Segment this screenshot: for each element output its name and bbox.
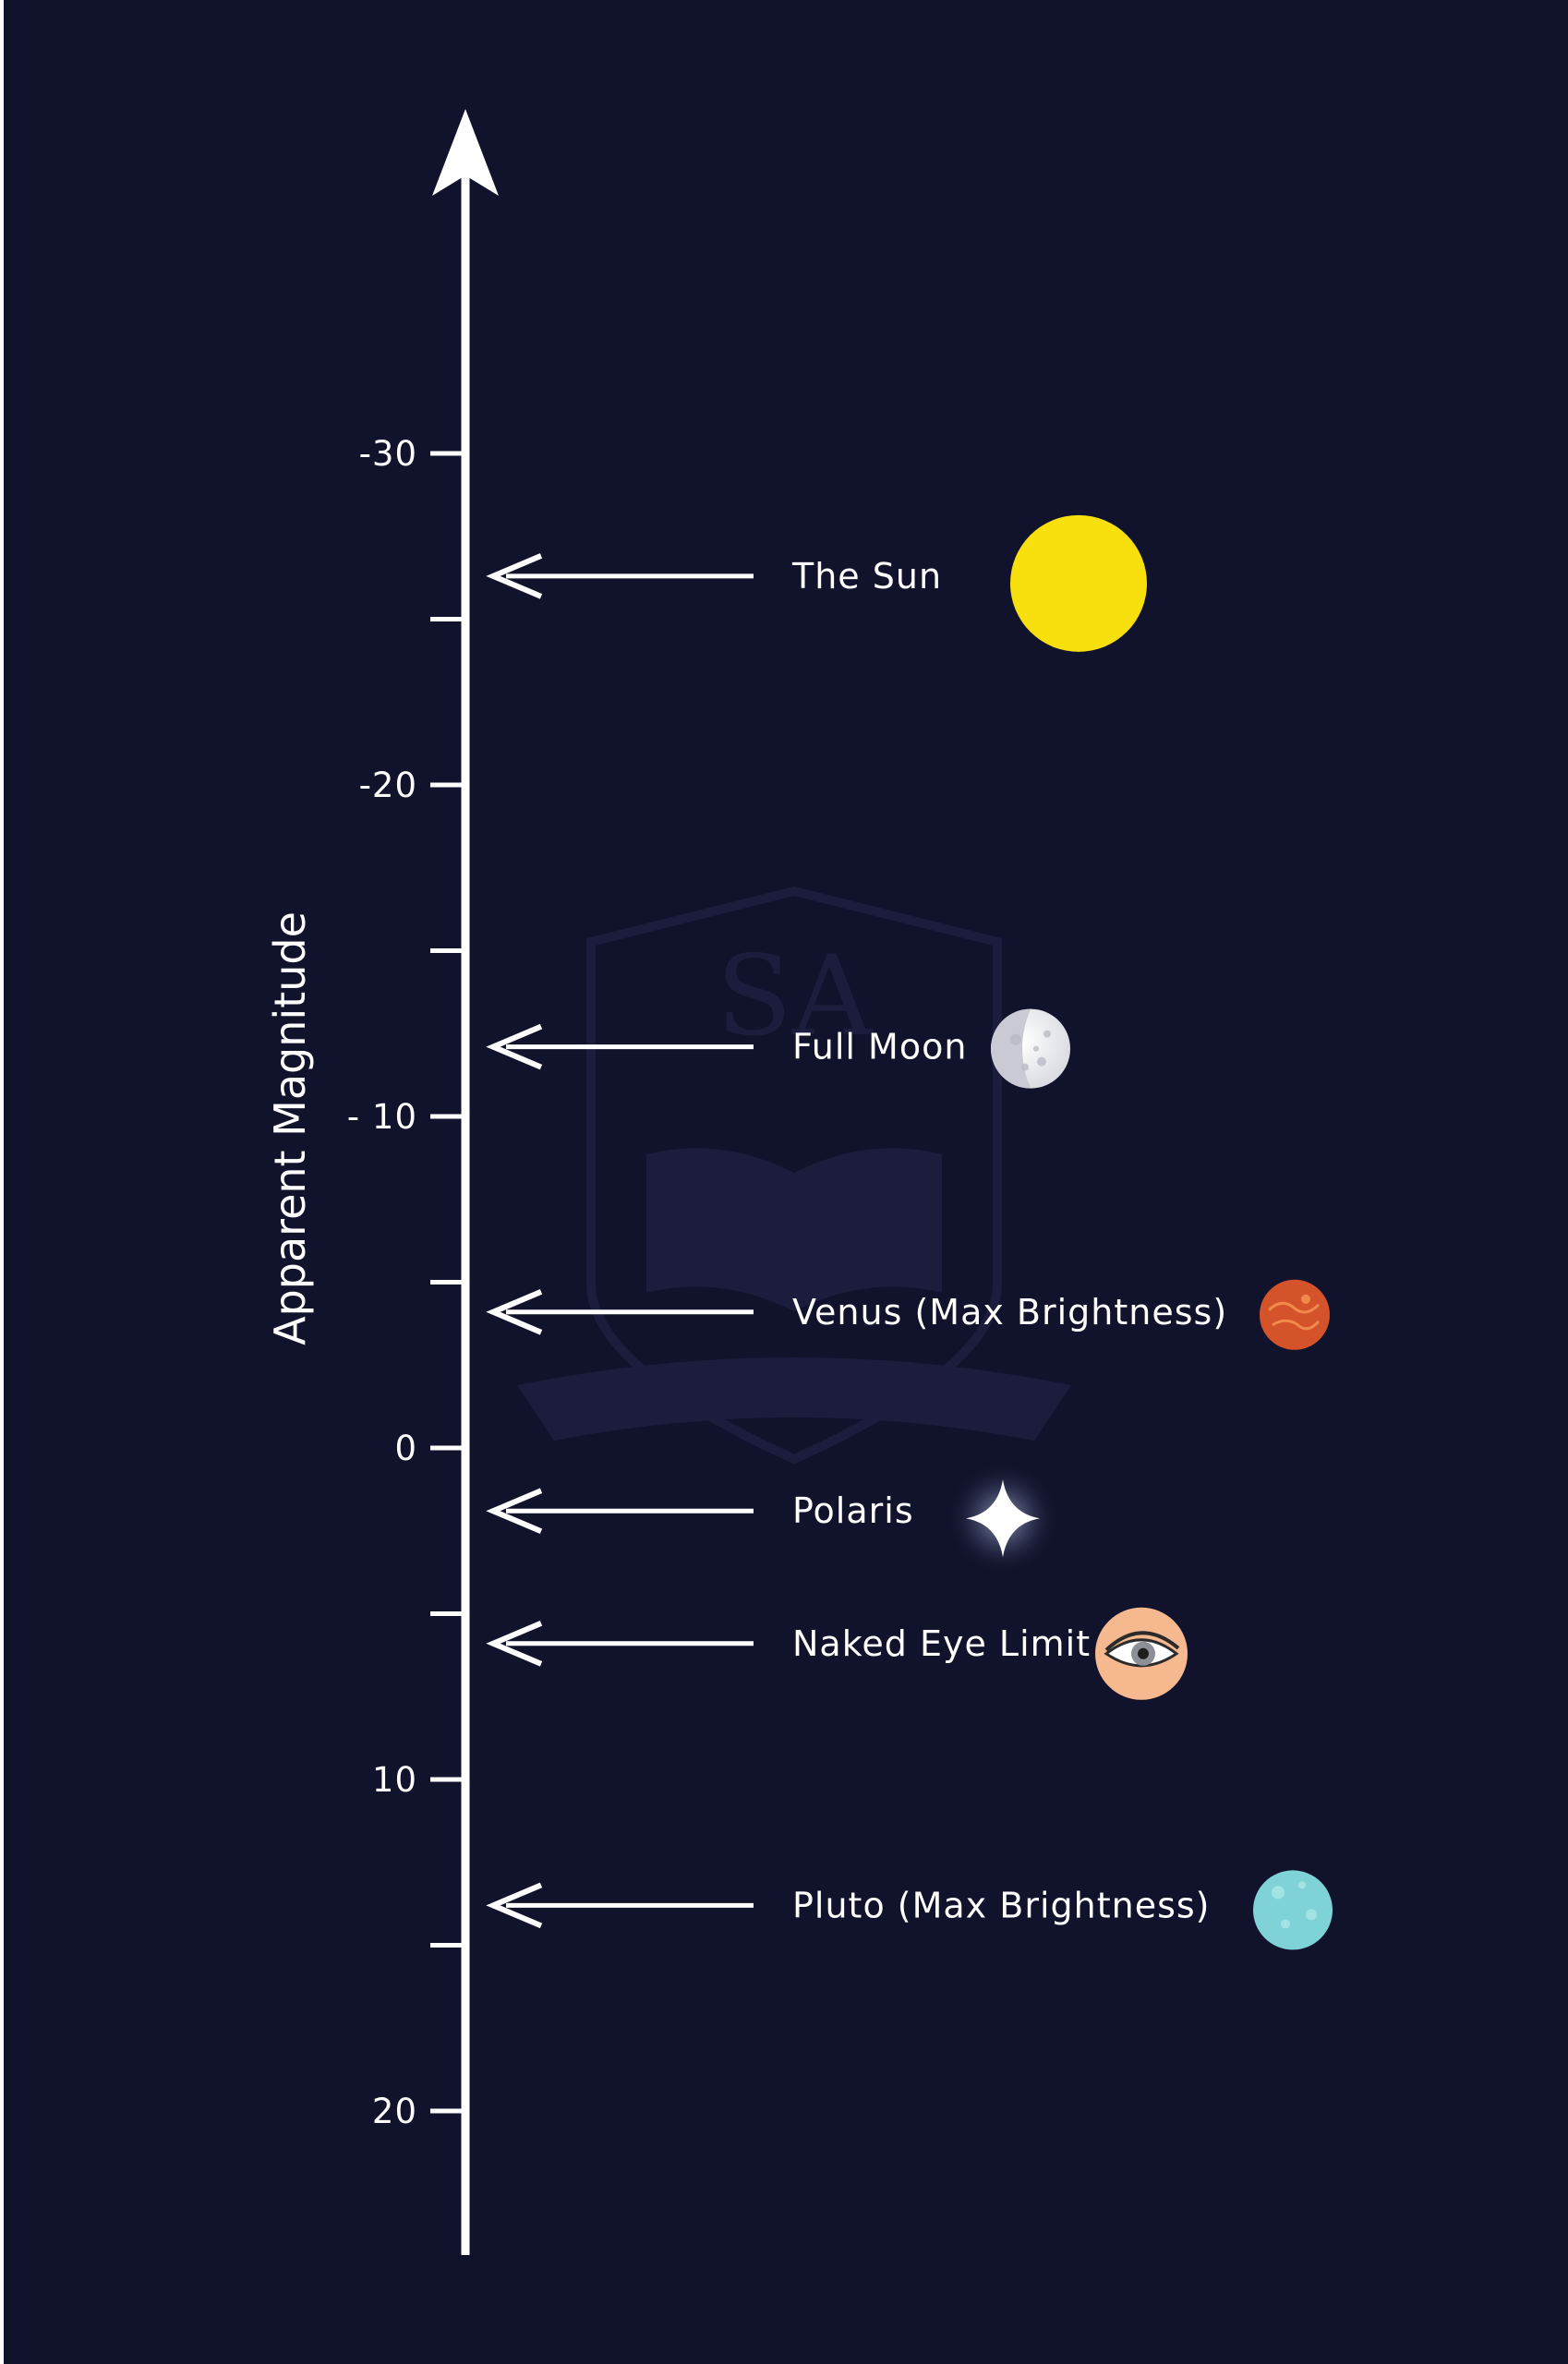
watermark-book	[646, 1148, 942, 1311]
object-marker: Venus (Max Brightness)	[486, 1279, 1330, 1350]
axis-arrowhead	[432, 109, 499, 196]
watermark-ribbon	[517, 1357, 1071, 1441]
watermark-logo: SA	[517, 886, 1071, 1465]
axis-tick-label: - 10	[347, 1097, 417, 1137]
marker-arrowhead	[486, 1488, 543, 1534]
object-label: Naked Eye Limit	[792, 1623, 1091, 1664]
axis-tick-label: 20	[372, 2092, 417, 2131]
object-label: The Sun	[791, 556, 942, 597]
axis-tick-label: -20	[359, 766, 417, 805]
object-marker: Full Moon	[486, 1008, 1070, 1089]
marker-arrowhead	[486, 553, 543, 599]
eye-icon	[1095, 1607, 1188, 1700]
object-marker: The Sun	[486, 514, 1147, 652]
watermark-shield	[586, 886, 1002, 1465]
marker-arrowhead	[486, 1023, 543, 1070]
sun-icon	[1010, 514, 1147, 652]
pluto-icon	[1253, 1870, 1333, 1950]
marker-arrowhead	[486, 1621, 543, 1667]
object-label: Polaris	[792, 1490, 914, 1531]
object-marker: Pluto (Max Brightness)	[486, 1870, 1333, 1950]
axis-ticks: -30 -20 - 10 0 10 20	[347, 434, 465, 2131]
object-label: Pluto (Max Brightness)	[792, 1885, 1211, 1925]
marker-arrowhead	[486, 1882, 543, 1929]
axis-title: Apparent Magnitude	[265, 911, 315, 1345]
object-marker: Naked Eye Limit	[486, 1607, 1188, 1700]
star-icon	[946, 1461, 1060, 1576]
venus-icon	[1260, 1279, 1330, 1350]
object-markers: The Sun Full Moon Venus (Max Brightness) Po…	[486, 514, 1333, 1950]
moon-icon	[991, 1008, 1070, 1089]
marker-arrowhead	[486, 1289, 543, 1335]
object-marker: Polaris	[486, 1461, 1060, 1576]
axis-tick-label: 0	[394, 1429, 417, 1468]
watermark-text: SA	[717, 933, 874, 1061]
axis-tick-label: -30	[359, 434, 417, 474]
object-label: Venus (Max Brightness)	[792, 1292, 1227, 1333]
axis-tick-label: 10	[372, 1760, 417, 1800]
object-label: Full Moon	[792, 1027, 967, 1067]
